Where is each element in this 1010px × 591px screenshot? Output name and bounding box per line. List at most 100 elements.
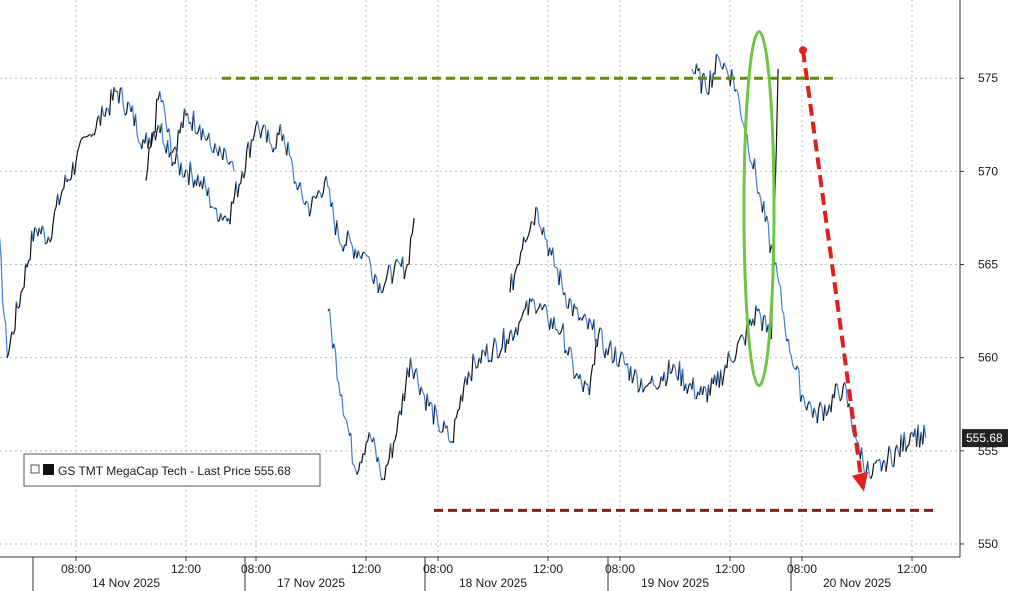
price-segment [183,108,187,116]
price-segment [643,386,647,389]
price-segment [403,270,407,280]
price-segment [352,463,355,466]
price-segment [43,229,46,245]
x-tick-label: 12:00 [171,562,201,576]
price-segment [657,385,661,389]
price-segment [437,422,441,433]
price-segment [555,267,558,269]
price-segment [787,338,791,353]
price-segment [394,258,398,265]
price-segment [295,181,298,191]
price-segment [296,186,300,191]
x-tick-label: 12:00 [351,562,381,576]
price-segment [812,407,815,418]
price-segment [183,169,187,178]
price-segment [917,424,921,448]
price-segment [781,309,785,314]
price-segment [80,138,83,141]
price-segment [383,280,387,286]
price-segment [388,264,391,267]
price-segment [41,225,45,230]
price-segment [862,461,866,475]
price-segment [747,150,751,162]
x-date-label: 18 Nov 2025 [459,576,527,590]
price-segment [738,101,742,117]
price-segment [400,393,404,416]
price-segment [348,235,352,243]
price-segment [197,174,201,187]
price-segment [307,202,311,217]
price-segment [642,388,645,393]
price-segment [189,161,193,175]
price-segment [185,169,188,172]
price-segment [735,343,739,355]
price-segment [802,395,806,406]
price-segment [668,359,671,374]
price-segment [202,128,205,136]
price-segment [417,383,421,395]
price-segment [630,366,633,384]
price-segment [15,301,19,309]
price-segment [775,262,779,277]
price-segment [640,378,644,393]
price-segment [272,147,275,153]
price-segment [611,360,615,364]
price-segment [229,201,233,225]
price-segment [622,353,626,365]
price-segment [903,431,907,452]
price-segment [434,404,438,413]
price-segment [396,416,399,433]
price-segment [588,317,592,323]
price-segment [617,357,621,367]
price-segment [696,63,699,72]
price-segment [573,375,577,380]
legend-toggle-icon[interactable] [30,464,40,474]
price-segment [17,306,20,309]
price-segment [561,283,565,295]
price-segment [455,410,459,419]
price-segment [682,368,685,391]
price-segment [701,386,705,396]
price-segment [715,53,719,57]
price-segment [552,247,555,267]
price-segment [740,116,743,123]
price-segment [755,179,759,194]
price-segment [168,152,172,158]
price-segment [813,407,817,414]
price-segment [51,223,54,239]
price-segment [217,220,220,222]
price-segment [252,133,256,142]
price-segment [220,213,223,221]
price-segment [590,364,594,377]
price-segment [339,243,342,246]
x-date-label: 14 Nov 2025 [92,576,160,590]
price-segment [567,346,570,356]
price-segment [54,206,57,212]
price-segment [76,146,80,153]
price-segment [168,128,171,141]
price-segment [593,319,597,347]
price-segment [180,162,184,177]
price-segment [449,440,453,444]
price-segment [695,391,699,400]
price-segment [208,187,211,208]
price-segment [709,377,713,396]
x-date-label: 20 Nov 2025 [823,576,891,590]
price-segment [49,237,53,243]
price-segment [342,414,346,419]
price-segment [131,105,135,126]
last-price-label: 555.68 [966,431,1003,445]
price-segment [322,180,326,194]
price-segment [514,269,517,275]
price-segment [261,124,265,130]
price-segment [717,55,721,60]
price-segment [833,384,837,399]
price-segment [374,273,378,279]
price-segment [0,258,4,303]
price-segment [703,385,707,389]
price-segment [493,337,497,343]
price-segment [221,217,225,221]
price-segment [822,404,826,421]
price-segment [232,195,236,204]
